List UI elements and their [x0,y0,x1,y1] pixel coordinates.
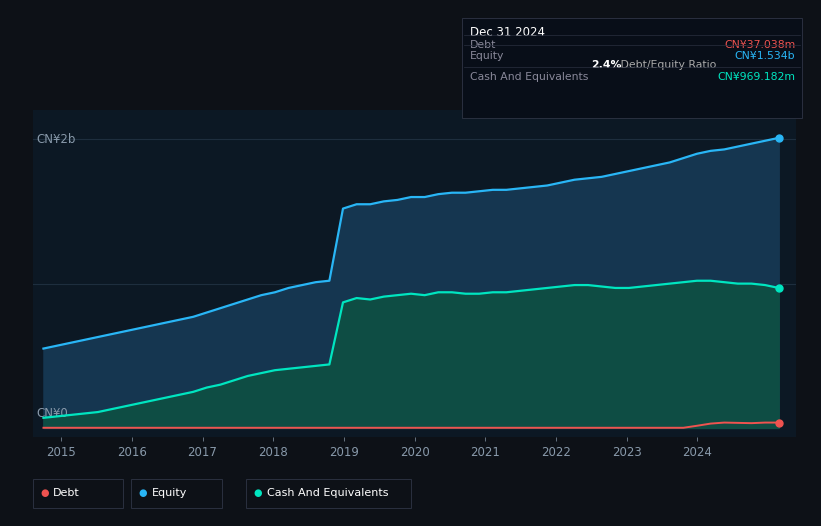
Text: Debt/Equity Ratio: Debt/Equity Ratio [617,60,717,70]
Text: Debt: Debt [470,40,497,50]
Text: CN¥37.038m: CN¥37.038m [724,40,796,50]
Text: Equity: Equity [470,50,505,60]
Text: Debt: Debt [53,488,80,498]
Text: CN¥1.534b: CN¥1.534b [735,50,796,60]
Text: Equity: Equity [152,488,187,498]
Text: CN¥969.182m: CN¥969.182m [718,72,796,82]
Text: ●: ● [40,488,48,498]
Text: CN¥0: CN¥0 [37,407,68,420]
Text: 2.4%: 2.4% [591,60,621,70]
Text: CN¥2b: CN¥2b [37,133,76,146]
Text: ●: ● [254,488,262,498]
Text: Cash And Equivalents: Cash And Equivalents [470,72,589,82]
Text: ●: ● [139,488,147,498]
Text: Dec 31 2024: Dec 31 2024 [470,26,545,39]
Text: Cash And Equivalents: Cash And Equivalents [267,488,388,498]
